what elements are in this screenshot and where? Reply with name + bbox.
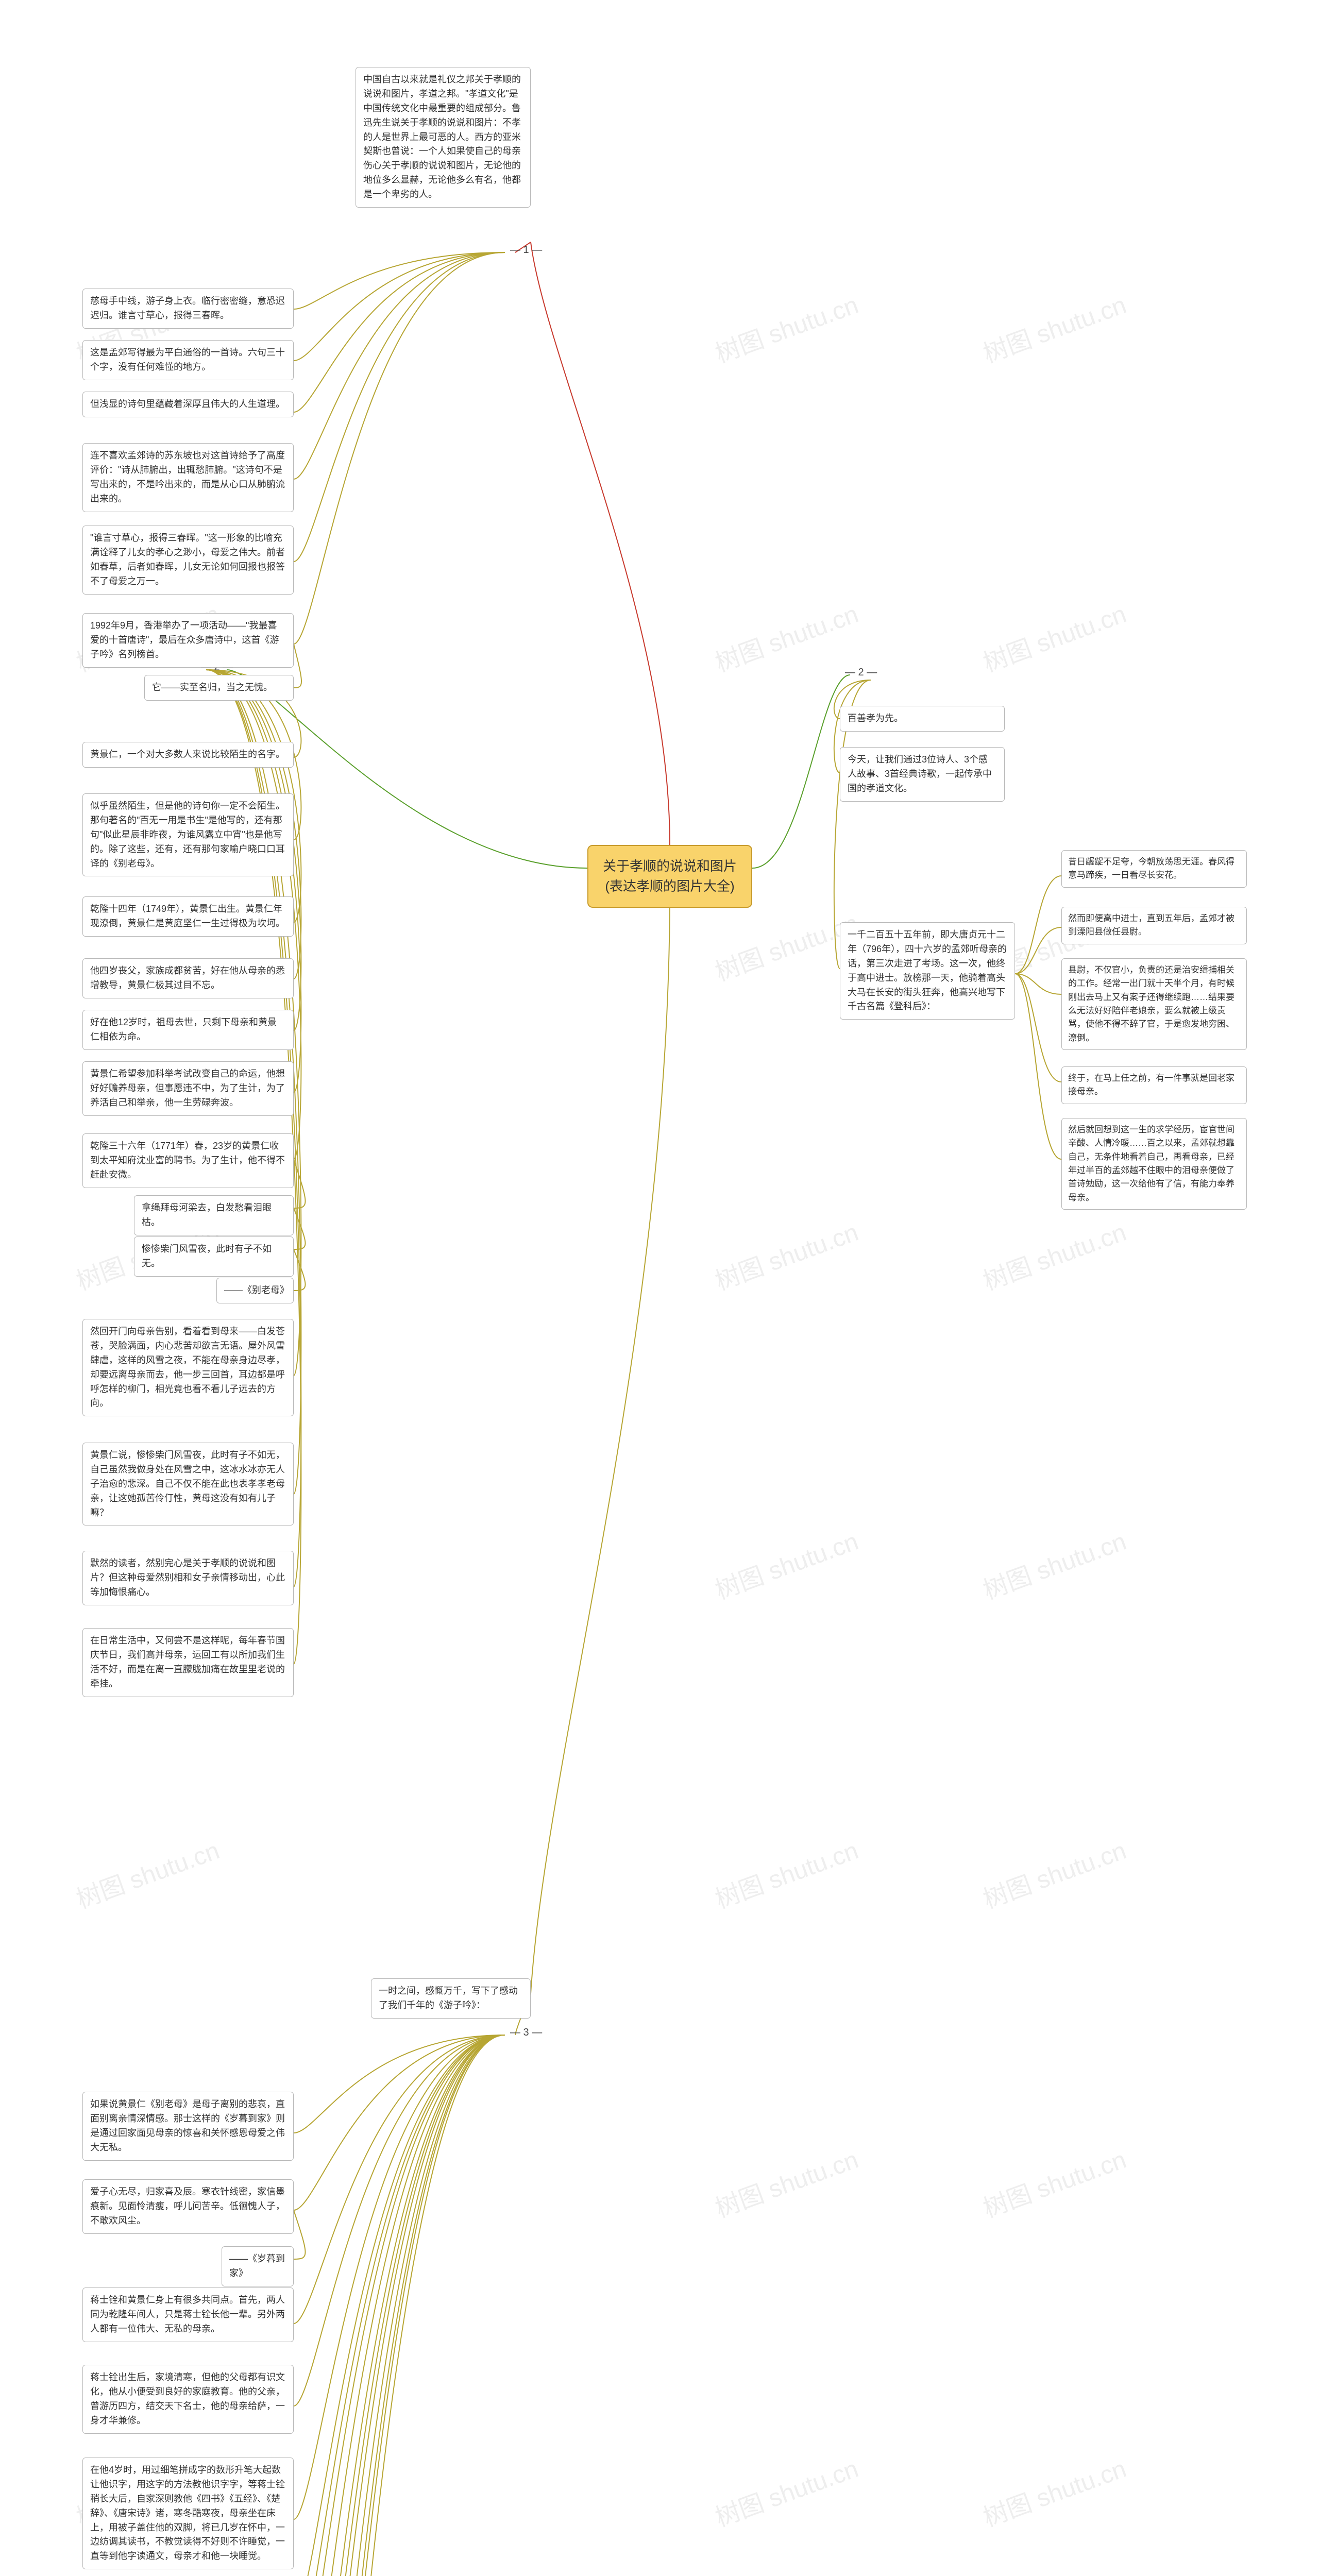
watermark-text: 树图 shutu.cn xyxy=(977,1212,1130,1297)
section-2-label: — 2 — xyxy=(840,665,882,681)
left-node-L19: 黄景仁说，惨惨柴门风雪夜，此时有子不如无，自己虽然我做身处在风雪之中，这冰水冰亦… xyxy=(82,1443,294,1526)
left-node-L1: 慈母手中线，游子身上衣。临行密密缝，意恐迟迟归。谁言寸草心，报得三春晖。 xyxy=(82,289,294,329)
left-node-L17: ——《别老母》 xyxy=(216,1278,294,1303)
watermark-text: 树图 shutu.cn xyxy=(709,1212,863,1297)
section-3-label: — 3 — xyxy=(505,2025,547,2041)
left-node-L22: 如果说黄景仁《别老母》是母子离别的悲哀，直面别离亲情深情感。那士这样的《岁暮到家… xyxy=(82,2092,294,2161)
left-node-L6: 1992年9月，香港举办了一项活动——"我最喜爱的十首唐诗"，最后在众多唐诗中，… xyxy=(82,613,294,668)
right-sub2: 然而即便高中进士，直到五年后，孟郊才被到溧阳县做任县尉。 xyxy=(1061,907,1247,944)
left-node-L12: 好在他12岁时，祖母去世，只剩下母亲和黄景仁相依为命。 xyxy=(82,1010,294,1050)
left-node-L2: 这是孟郊写得最为平白通俗的一首诗。六句三十个字，没有任何难懂的地方。 xyxy=(82,340,294,380)
intro-top: 中国自古以来就是礼仪之邦关于孝顺的说说和图片，孝道之邦。"孝道文化"是中国传统文… xyxy=(356,67,531,208)
right-b2: 今天，让我们通过3位诗人、3个感人故事、3首经典诗歌，一起传承中国的孝道文化。 xyxy=(840,747,1005,802)
left-node-L26: 蒋士铨出生后，家境清寒，但他的父母都有识文化，他从小便受到良好的家庭教育。他的父… xyxy=(82,2365,294,2434)
left-node-L18: 然回开门向母亲告别，看着看到母来——白发苍苍，哭脸满面，内心悲苦却欲言无语。屋外… xyxy=(82,1319,294,1416)
left-node-L7: 它——实至名归，当之无愧。 xyxy=(144,675,294,701)
right-b1: 百善孝为先。 xyxy=(840,706,1005,732)
right-sub1: 昔日龌龊不足夸，今朝放荡思无涯。春风得意马蹄疾，一日看尽长安花。 xyxy=(1061,850,1247,888)
watermark-text: 树图 shutu.cn xyxy=(977,2448,1130,2533)
left-node-L25: 蒋士铨和黄景仁身上有很多共同点。首先，两人同为乾隆年间人，只是蒋士铨长他一辈。另… xyxy=(82,2287,294,2342)
section-1-label: — 1 — xyxy=(505,242,547,258)
right-sub5: 然后就回想到这一生的求学经历，宦官世间辛酸、人情冷暖……百之以来，孟郊就想靠自己… xyxy=(1061,1118,1247,1210)
right-b3: 一千二百五十五年前，即大唐贞元十二年（796年），四十六岁的孟郊听母亲的话，第三… xyxy=(840,922,1015,1020)
center-topic: 关于孝顺的说说和图片(表达孝顺的图片大全) xyxy=(587,845,752,908)
left-node-L8: 黄景仁，一个对大多数人来说比较陌生的名字。 xyxy=(82,742,294,768)
left-node-L14: 乾隆三十六年（1771年）春，23岁的黄景仁收到太平知府沈业富的聘书。为了生计，… xyxy=(82,1133,294,1188)
left-node-L4: 连不喜欢孟郊诗的苏东坡也对这首诗给予了高度评价："诗从肺腑出，出辄愁肺腑。"这诗… xyxy=(82,443,294,512)
left-node-L23: 爱子心无尽，归家喜及辰。寒衣针线密，家信墨痕新。见面怜清瘦，呼儿问苦辛。低徊愧人… xyxy=(82,2179,294,2234)
right-sub3: 县尉，不仅官小，负责的还是治安缉捕相关的工作。经常一出门就十天半个月，有时候刚出… xyxy=(1061,958,1247,1050)
left-node-L3: 但浅显的诗句里蕴藏着深厚且伟大的人生道理。 xyxy=(82,392,294,417)
watermark-text: 树图 shutu.cn xyxy=(71,1830,224,1915)
watermark-text: 树图 shutu.cn xyxy=(977,1830,1130,1915)
watermark-text: 树图 shutu.cn xyxy=(977,2139,1130,2224)
watermark-text: 树图 shutu.cn xyxy=(977,284,1130,369)
left-node-L27: 在他4岁时，用过细笔拼成字的数形升笔大起数让他识字，用这字的方法教他识字字，等蒋… xyxy=(82,2458,294,2569)
watermark-text: 树图 shutu.cn xyxy=(977,1521,1130,1606)
right-sub4: 终于，在马上任之前，有一件事就是回老家接母亲。 xyxy=(1061,1066,1247,1104)
watermark-text: 树图 shutu.cn xyxy=(709,284,863,369)
left-node-L20: 默然的读者，然别完心是关于孝顺的说说和图片？但这种母爱然别相和女子亲情移动出，心… xyxy=(82,1551,294,1605)
left-node-L9: 似乎虽然陌生，但是他的诗句你一定不会陌生。那句著名的"百无一用是书生"是他写的，… xyxy=(82,793,294,876)
left-node-L5: "谁言寸草心，报得三春晖。"这一形象的比喻充满诠释了儿女的孝心之渺小，母爱之伟大… xyxy=(82,526,294,595)
lead-bottom: 一时之间，感慨万千，写下了感动了我们千年的《游子吟》： xyxy=(371,1978,531,2019)
left-node-L24: ——《岁暮到家》 xyxy=(222,2246,294,2286)
left-node-L16: 惨惨柴门风雪夜，此时有子不如无。 xyxy=(134,1236,294,1277)
left-node-L10: 乾隆十四年（1749年），黄景仁出生。黄景仁年现潦倒，黄景仁是黄庭坚仁一生过得极… xyxy=(82,896,294,937)
watermark-text: 树图 shutu.cn xyxy=(709,1830,863,1915)
left-node-L21: 在日常生活中，又何尝不是这样呢，每年春节国庆节日，我们高并母亲，运回工有以所加我… xyxy=(82,1628,294,1697)
watermark-text: 树图 shutu.cn xyxy=(709,2448,863,2533)
watermark-text: 树图 shutu.cn xyxy=(709,1521,863,1606)
watermark-text: 树图 shutu.cn xyxy=(977,594,1130,679)
left-node-L15: 拿绳拜母河梁去，白发愁看泪眼枯。 xyxy=(134,1195,294,1235)
left-node-L13: 黄景仁希望参加科举考试改变自己的命运，他想好好赡养母亲，但事愿违不中，为了生计，… xyxy=(82,1061,294,1116)
left-node-L11: 他四岁丧父，家族成都贫苦，好在他从母亲的悉增教导，黄景仁极其过目不忘。 xyxy=(82,958,294,998)
watermark-text: 树图 shutu.cn xyxy=(709,2139,863,2224)
